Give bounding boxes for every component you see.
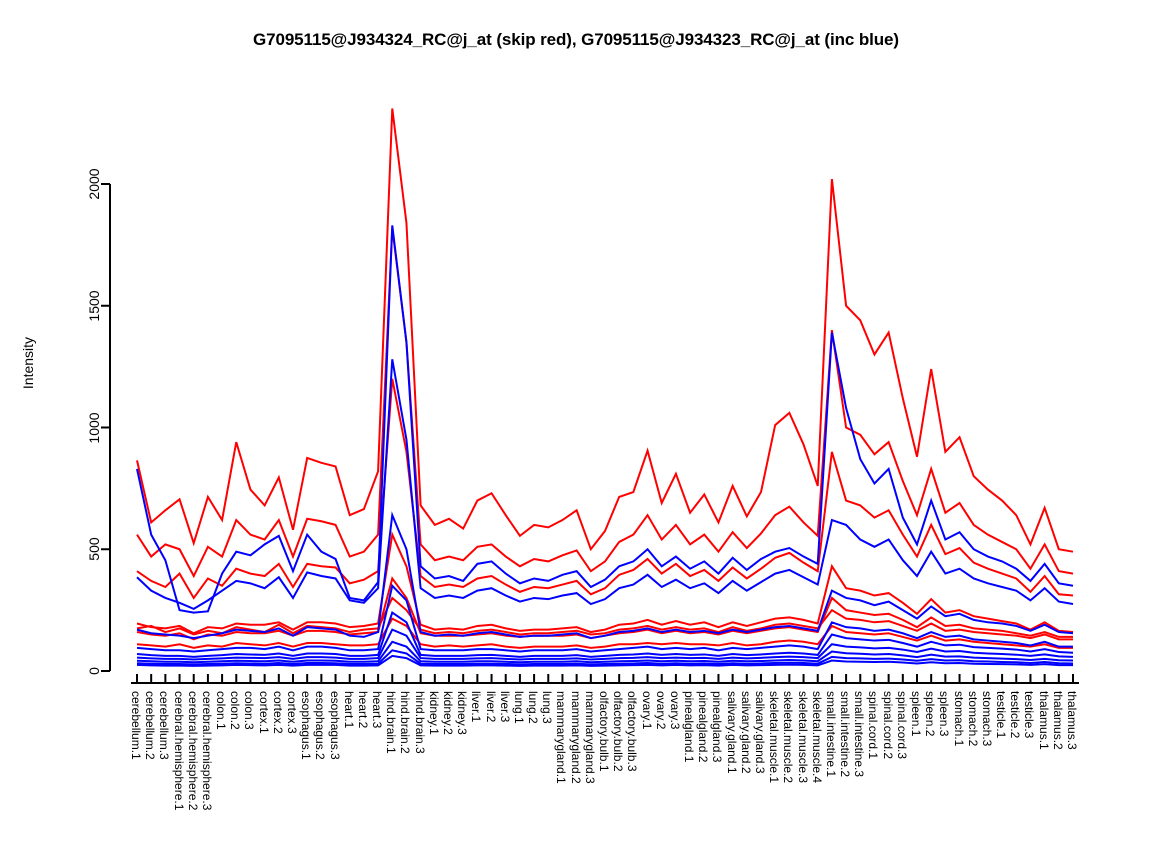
x-tick-label: heart.3: [370, 691, 385, 729]
x-tick-label: liver.3: [497, 691, 512, 723]
series-line: [136, 640, 1074, 664]
x-tick-label: spinal.cord.1: [866, 691, 881, 760]
x-tick-label: stomach.1: [951, 691, 966, 747]
x-tick-label: cerebellum.3: [157, 691, 172, 760]
x-tick-label: thalamus.2: [1050, 691, 1065, 750]
series-line: [136, 511, 1074, 640]
x-tick-label: cerebral.hemisphere.1: [171, 691, 186, 811]
x-tick-label: skeletal.muscle.1: [767, 691, 782, 784]
x-tick-label: stomach.2: [965, 691, 980, 747]
x-tick-label: small.intestine.2: [838, 691, 853, 778]
series-line: [136, 617, 1073, 649]
series-line: [136, 225, 1074, 614]
x-tick-label: skeletal.muscle.2: [781, 691, 796, 784]
x-tick-label: olfactory.bulb.1: [597, 691, 611, 772]
x-tick-label: esophagus.1: [299, 691, 314, 760]
x-tick-label: liver.2: [483, 691, 498, 723]
series-line: [136, 108, 1074, 553]
x-tick-label: hind.brain.1: [384, 691, 399, 754]
x-tick-label: spinal.cord.2: [880, 691, 895, 760]
x-tick-label: cerebral.hemisphere.3: [199, 691, 214, 811]
x-tick-label: cortex.3: [285, 691, 299, 734]
x-tick-label: spleen.2: [923, 691, 938, 737]
series-line: [136, 531, 1074, 635]
x-tick-label: olfactory.bulb.2: [611, 691, 626, 772]
series-line: [136, 649, 1074, 666]
x-tick-label: cerebral.hemisphere.2: [185, 691, 200, 811]
x-tick-label: salivary.gland.2: [738, 691, 753, 774]
y-tick-label: 1500: [86, 290, 102, 322]
x-tick-label: heart.1: [341, 691, 356, 729]
x-tick-label: pinealgland.2: [696, 691, 711, 763]
x-tick-label: pinealgland.1: [682, 691, 697, 763]
x-tick-label: stomach.3: [979, 691, 994, 747]
x-tick-label: spleen.1: [909, 691, 923, 737]
x-tick-label: lung.1: [511, 691, 526, 724]
x-tick-label: cerebellum.2: [143, 691, 158, 760]
y-axis-label: Intensity: [20, 336, 36, 390]
x-tick-label: cortex.1: [256, 691, 271, 734]
x-tick-label: olfactory.bulb.3: [625, 691, 640, 772]
x-tick-label: esophagus.2: [313, 691, 328, 760]
x-tick-label: mammarygland.1: [554, 691, 569, 784]
x-tick-label: hind.brain.2: [398, 691, 413, 754]
y-axis: [101, 183, 111, 672]
x-tick-label: kidney.3: [455, 691, 470, 735]
y-tick-label: 2000: [86, 168, 102, 200]
x-tick-label: mammarygland.2: [568, 691, 583, 784]
x-tick-label: liver.1: [469, 691, 484, 723]
x-tick-label: ovary.3: [667, 691, 682, 730]
x-tick-label: colon.3: [242, 691, 257, 730]
series-line: [136, 583, 1073, 653]
x-tick-label: colon.2: [228, 691, 243, 730]
x-tick-label: cortex.2: [270, 691, 285, 734]
x-tick-label: mammarygland.3: [582, 691, 597, 784]
x-tick-label: testicle.3: [1022, 691, 1037, 739]
x-tick-label: hind.brain.3: [412, 691, 427, 754]
x-tick-label: ovary.1: [639, 691, 654, 730]
series-line: [136, 596, 1073, 641]
x-tick-label: skeletal.muscle.4: [809, 691, 824, 784]
series-line: [136, 378, 1074, 600]
x-tick-label: skeletal.muscle.3: [795, 691, 810, 784]
x-tick-label: lung.2: [526, 691, 541, 724]
y-tick-label: 0: [86, 667, 102, 675]
chart-title: G7095115@J934324_RC@j_at (skip red), G70…: [253, 30, 899, 49]
x-tick-label: kidney.2: [441, 691, 455, 735]
x-tick-label: kidney.1: [426, 691, 441, 735]
series-line: [136, 359, 1074, 611]
x-tick-label: ovary.2: [653, 691, 668, 730]
x-tick-label: small.intestine.1: [823, 691, 838, 778]
x-tick-label: cerebellum.1: [129, 691, 143, 760]
x-tick-label: thalamus.1: [1036, 691, 1051, 750]
x-axis: [131, 674, 1079, 684]
x-tick-label: salivary.gland.1: [724, 691, 739, 774]
x-tick-label: lung.3: [540, 691, 555, 724]
series-line: [136, 610, 1074, 658]
x-tick-label: esophagus.3: [327, 691, 342, 760]
series-lines: [136, 108, 1074, 667]
x-tick-label: salivary.gland.3: [753, 691, 767, 774]
y-tick-label: 500: [86, 537, 102, 561]
x-tick-label: colon.1: [214, 691, 229, 730]
y-tick-label: 1000: [86, 411, 102, 444]
x-tick-label: pinealgland.3: [710, 691, 725, 763]
x-tick-label: testicle.2: [1008, 691, 1023, 739]
series-line: [136, 227, 1074, 579]
series-line: [136, 654, 1073, 667]
series-line: [136, 628, 1074, 661]
x-tick-label: testicle.1: [994, 691, 1009, 739]
x-tick-label: spleen.3: [937, 691, 952, 737]
x-tick-label: small.intestine.3: [852, 691, 867, 778]
x-tick-label: heart.2: [355, 691, 370, 729]
x-tick-label: thalamus.3: [1065, 691, 1079, 750]
x-tick-label: spinal.cord.3: [894, 691, 909, 760]
